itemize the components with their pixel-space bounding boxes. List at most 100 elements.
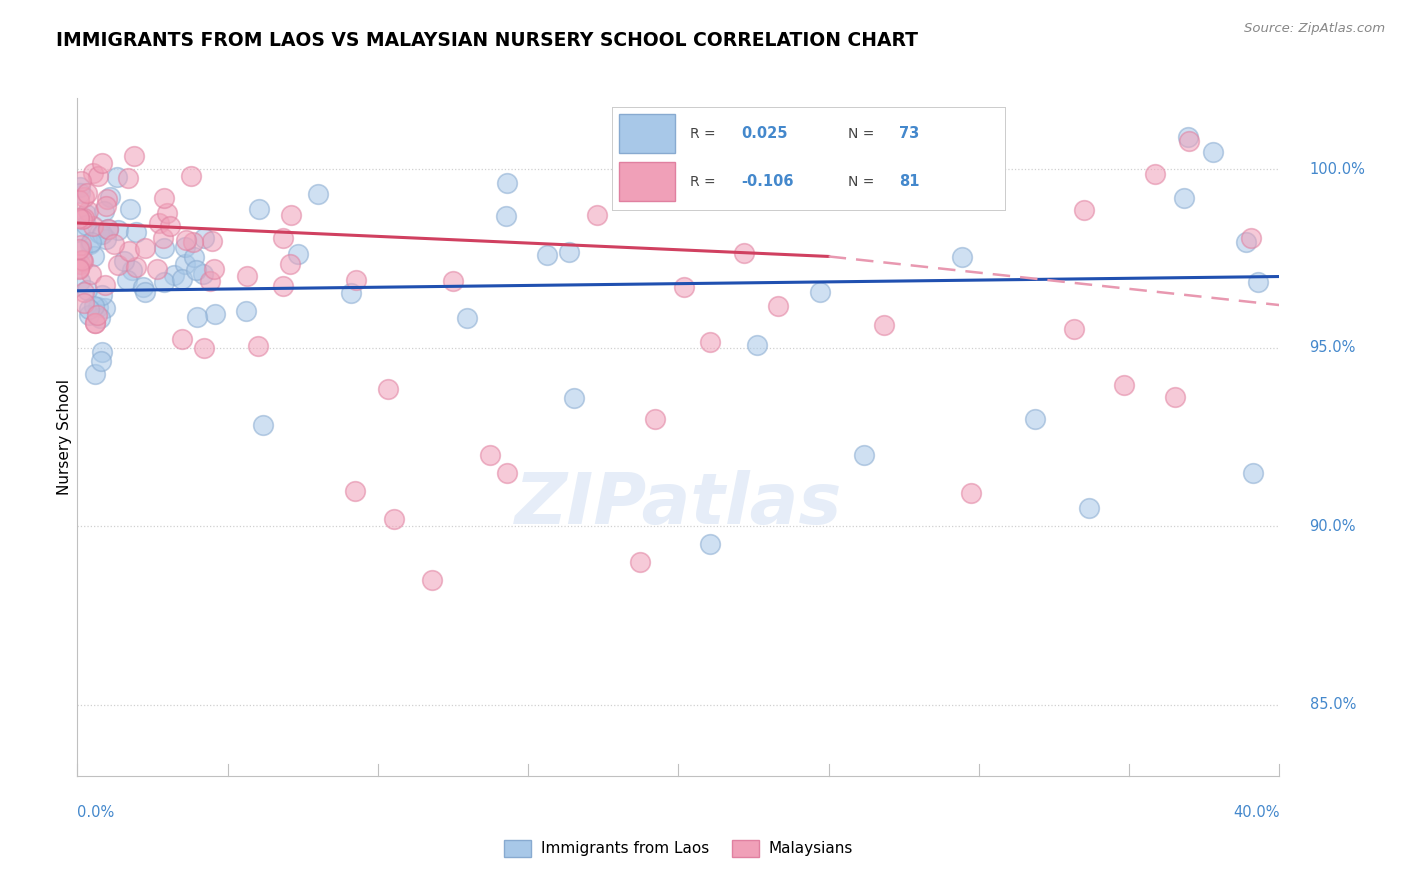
Point	[163, 268, 186, 282]
Point	[1063, 321, 1085, 335]
Text: 0.025: 0.025	[741, 126, 787, 141]
Point	[76, 283, 98, 297]
Point	[183, 250, 205, 264]
Point	[90, 354, 112, 368]
Point	[83, 299, 105, 313]
Text: R =: R =	[690, 175, 720, 189]
Point	[174, 234, 197, 248]
Point	[67, 211, 90, 225]
Point	[558, 245, 581, 260]
Point	[193, 231, 215, 245]
Point	[86, 169, 108, 184]
Point	[959, 486, 981, 500]
Point	[146, 262, 169, 277]
Text: 81: 81	[898, 175, 920, 189]
Point	[1164, 390, 1187, 404]
Point	[69, 274, 91, 288]
Point	[70, 238, 93, 252]
Point	[73, 190, 96, 204]
Point	[83, 316, 105, 330]
Point	[1112, 378, 1135, 392]
Point	[94, 232, 117, 246]
Point	[271, 231, 294, 245]
Point	[152, 231, 174, 245]
Point	[89, 311, 111, 326]
Text: 73: 73	[898, 126, 920, 141]
Point	[117, 273, 139, 287]
Point	[186, 310, 208, 325]
Point	[236, 269, 259, 284]
Point	[495, 176, 517, 190]
Point	[180, 169, 202, 184]
Point	[340, 286, 363, 301]
Point	[83, 316, 105, 330]
Point	[118, 244, 141, 259]
Point	[122, 148, 145, 162]
Point	[67, 242, 90, 256]
Point	[1177, 129, 1199, 144]
Point	[201, 235, 224, 249]
Point	[153, 190, 176, 204]
Point	[80, 235, 103, 250]
Point	[747, 338, 769, 352]
Legend: Immigrants from Laos, Malaysians: Immigrants from Laos, Malaysians	[498, 833, 859, 863]
Point	[125, 225, 148, 239]
Point	[159, 219, 181, 234]
Point	[808, 285, 831, 300]
Point	[73, 211, 96, 225]
Point	[1247, 276, 1270, 290]
Point	[103, 237, 125, 252]
Text: 100.0%: 100.0%	[1309, 162, 1365, 177]
Point	[72, 253, 94, 268]
Point	[87, 226, 110, 240]
Point	[1241, 466, 1264, 480]
Point	[495, 210, 517, 224]
Text: 95.0%: 95.0%	[1309, 341, 1355, 355]
Y-axis label: Nursery School: Nursery School	[56, 379, 72, 495]
Point	[132, 280, 155, 294]
Point	[247, 339, 270, 353]
Point	[107, 223, 129, 237]
Point	[125, 260, 148, 275]
Point	[72, 285, 94, 299]
Point	[69, 193, 91, 207]
Point	[91, 288, 114, 302]
Point	[112, 253, 135, 268]
Point	[70, 211, 93, 226]
Text: 85.0%: 85.0%	[1309, 698, 1355, 712]
Point	[153, 241, 176, 255]
Point	[82, 219, 104, 234]
Point	[382, 512, 405, 526]
Point	[644, 412, 666, 426]
Text: N =: N =	[848, 175, 879, 189]
Point	[97, 222, 120, 236]
Point	[174, 257, 197, 271]
Point	[73, 296, 96, 310]
Point	[93, 204, 115, 219]
Point	[70, 174, 93, 188]
Point	[69, 186, 91, 200]
Point	[134, 285, 156, 299]
Point	[204, 307, 226, 321]
Text: ZIPatlas: ZIPatlas	[515, 470, 842, 540]
Point	[80, 268, 103, 282]
Point	[562, 391, 585, 405]
Point	[79, 236, 101, 251]
Point	[191, 267, 214, 281]
Point	[117, 171, 139, 186]
Point	[344, 483, 367, 498]
Point	[94, 301, 117, 315]
Point	[181, 235, 204, 250]
Point	[672, 280, 695, 294]
Text: Source: ZipAtlas.com: Source: ZipAtlas.com	[1244, 22, 1385, 36]
Point	[1143, 167, 1166, 181]
Point	[148, 216, 170, 230]
Text: R =: R =	[690, 127, 720, 141]
Point	[77, 204, 100, 219]
Point	[100, 190, 122, 204]
Point	[307, 186, 329, 201]
Point	[83, 367, 105, 381]
Point	[280, 208, 302, 222]
Point	[186, 263, 208, 277]
Point	[1073, 202, 1095, 217]
